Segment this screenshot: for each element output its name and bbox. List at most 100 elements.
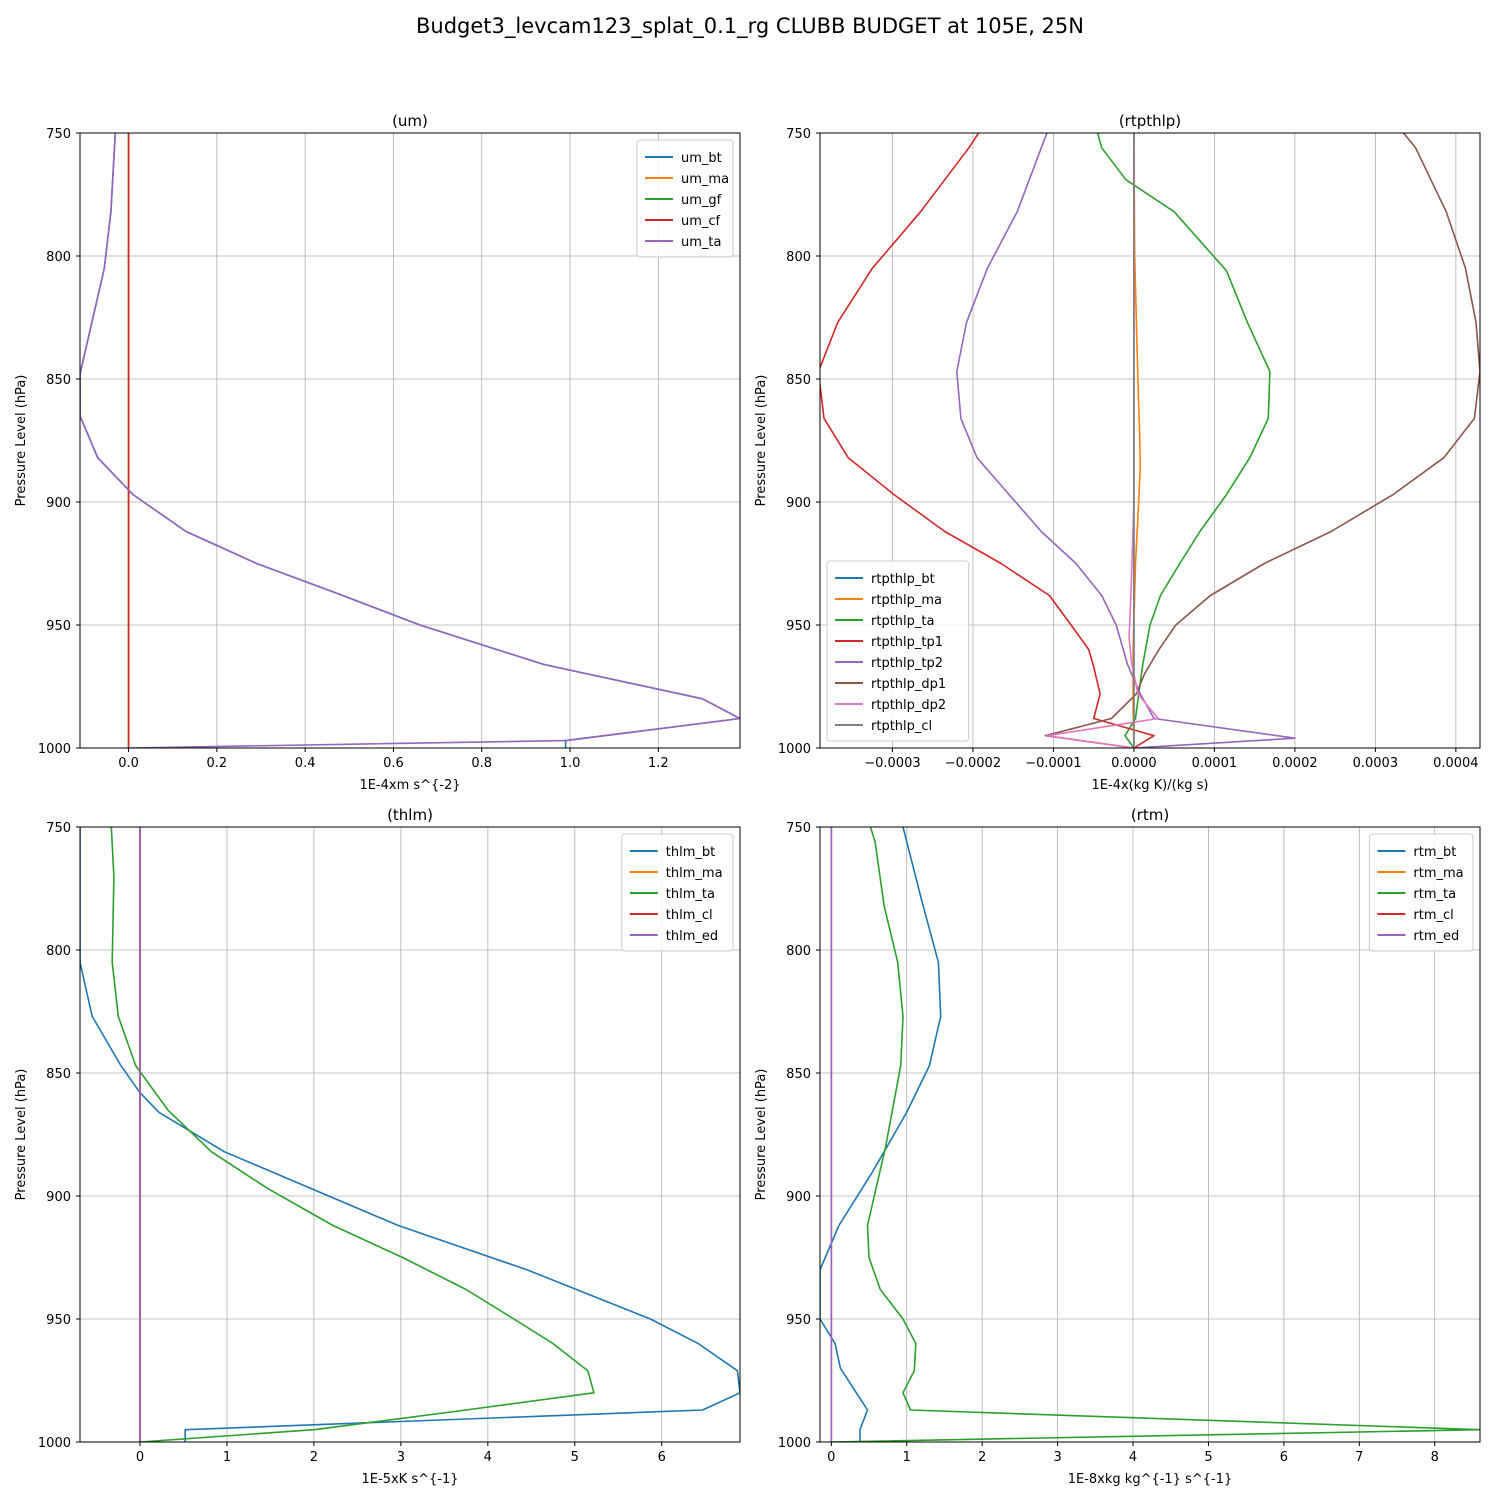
y-axis-label: Pressure Level (hPa) [754,1069,769,1201]
x-tick-label: 3 [1053,1450,1061,1465]
x-tick-label: 0.6 [383,756,404,771]
x-tick-label: 2 [978,1450,986,1465]
legend-entry: rtm_cl [1413,908,1453,923]
legend-entry: um_gf [681,193,722,208]
x-tick-label: 4 [484,1450,492,1465]
y-tick-label: 850 [786,373,811,388]
legend-entry: thlm_ta [666,887,715,902]
legend-entry: thlm_cl [666,908,713,923]
legend: thlm_bt thlm_ma thlm_ta thlm_cl thlm_ed [621,833,734,952]
legend-entry: rtpthlp_dp1 [871,677,946,692]
axes-frame [819,826,1481,1443]
legend-entry: thlm_ed [666,929,718,944]
y-tick-label: 850 [786,1067,811,1082]
series-group [80,133,740,748]
legend-entry: um_ta [681,235,721,250]
y-tick-label: 750 [46,821,71,836]
y-axis-label: Pressure Level (hPa) [14,375,29,507]
legend-entry: rtm_ta [1413,887,1456,902]
subplot-0: 0.0 0.2 0.4 0.6 0.8 1.0 1.2 750 800 850 900 950 1000… [14,112,741,793]
x-tick-label: 7 [1355,1450,1363,1465]
series-line-rtm_ta [831,827,1480,1442]
subplot-title: (thlm) [387,806,433,824]
subplot-title: (um) [392,112,428,130]
axes-frame [79,826,741,1443]
legend-box [636,139,734,258]
y-tick-label: 800 [786,250,811,265]
y-tick-label: 950 [46,619,71,634]
x-tick-label: −0.0002 [945,756,1001,771]
legend-entry: rtm_ed [1413,929,1459,944]
subplot-1: −0.0003 −0.0002 −0.0001 0.0000 0.0001 0.0002 0… [754,112,1481,793]
y-tick-label: 750 [46,127,71,142]
axes-frame [79,132,741,749]
y-tick-label: 850 [46,373,71,388]
legend-entry: rtm_ma [1413,866,1463,881]
x-axis-label: 1E-8xkg kg^{-1} s^{-1} [1068,1472,1233,1487]
x-tick-label: 1.2 [648,756,669,771]
x-tick-label: 0.0004 [1433,756,1479,771]
series-line-um_ta [80,133,740,748]
subplot-title: (rtpthlp) [1119,112,1181,130]
series-line-rtpthlp_tp2 [955,133,1296,748]
x-tick-label: 0.0 [118,756,139,771]
y-tick-label: 900 [46,496,71,511]
legend-box [1368,833,1474,952]
y-tick-label: 1000 [38,742,71,757]
x-tick-label: 0.0000 [1111,756,1157,771]
x-tick-label: 0.4 [295,756,316,771]
y-tick-label: 950 [786,1313,811,1328]
subplot-3: 0 1 2 3 4 5 6 7 8 750 800 850 900 950 1000 (rtm) 1E-8xkg… [754,806,1481,1487]
y-tick-label: 900 [786,496,811,511]
x-tick-label: 6 [1280,1450,1288,1465]
x-tick-label: 1.0 [560,756,581,771]
x-tick-label: 5 [1204,1450,1212,1465]
x-tick-label: 4 [1129,1450,1137,1465]
y-tick-label: 1000 [778,1436,811,1451]
legend-entry: rtpthlp_cl [871,719,932,734]
series-line-thlm_bt [80,827,740,1442]
x-tick-label: 6 [658,1450,666,1465]
legend-box [621,833,734,952]
series-group [820,133,1480,748]
x-tick-label: 2 [310,1450,318,1465]
x-tick-label: 0.0003 [1353,756,1399,771]
series-line-rtm_bt [820,827,942,1442]
y-tick-label: 900 [786,1190,811,1205]
x-tick-label: 0 [136,1450,144,1465]
y-tick-label: 950 [786,619,811,634]
x-tick-label: 0.2 [207,756,228,771]
y-tick-label: 850 [46,1067,71,1082]
legend-box [826,560,970,742]
y-tick-label: 1000 [38,1436,71,1451]
series-line-rtpthlp_tp1 [820,133,1155,748]
y-tick-label: 1000 [778,742,811,757]
series-line-thlm_ta [110,827,595,1442]
y-axis-label: Pressure Level (hPa) [754,375,769,507]
x-tick-label: 1 [223,1450,231,1465]
legend: rtm_bt rtm_ma rtm_ta rtm_cl rtm_ed [1368,833,1474,952]
series-line-rtpthlp_ta [1096,133,1271,748]
legend: um_bt um_ma um_gf um_cf um_ta [636,139,734,258]
subplot-2: 0 1 2 3 4 5 6 750 800 850 900 950 1000 (thlm) 1E-5xK s… [14,806,741,1487]
legend-entry: rtpthlp_bt [871,572,935,587]
series-line-rtpthlp_dp1 [1044,133,1480,748]
legend-entry: thlm_ma [666,866,723,881]
legend-entry: rtm_bt [1413,845,1456,860]
legend-entry: thlm_bt [666,845,715,860]
legend-entry: um_bt [681,151,722,166]
y-tick-label: 900 [46,1190,71,1205]
x-tick-label: −0.0003 [864,756,920,771]
series-group [820,827,1480,1442]
x-axis-label: 1E-4xm s^{-2} [359,778,460,793]
y-tick-label: 800 [46,944,71,959]
legend: rtpthlp_bt rtpthlp_ma rtpthlp_ta rtpthlp_tp… [826,560,970,742]
legend-entry: um_ma [681,172,729,187]
legend-entry: rtpthlp_ta [871,614,934,629]
y-tick-label: 750 [786,821,811,836]
subplot-title: (rtm) [1131,806,1169,824]
y-tick-label: 800 [786,944,811,959]
x-tick-label: 3 [397,1450,405,1465]
legend-entry: rtpthlp_tp1 [871,635,943,650]
